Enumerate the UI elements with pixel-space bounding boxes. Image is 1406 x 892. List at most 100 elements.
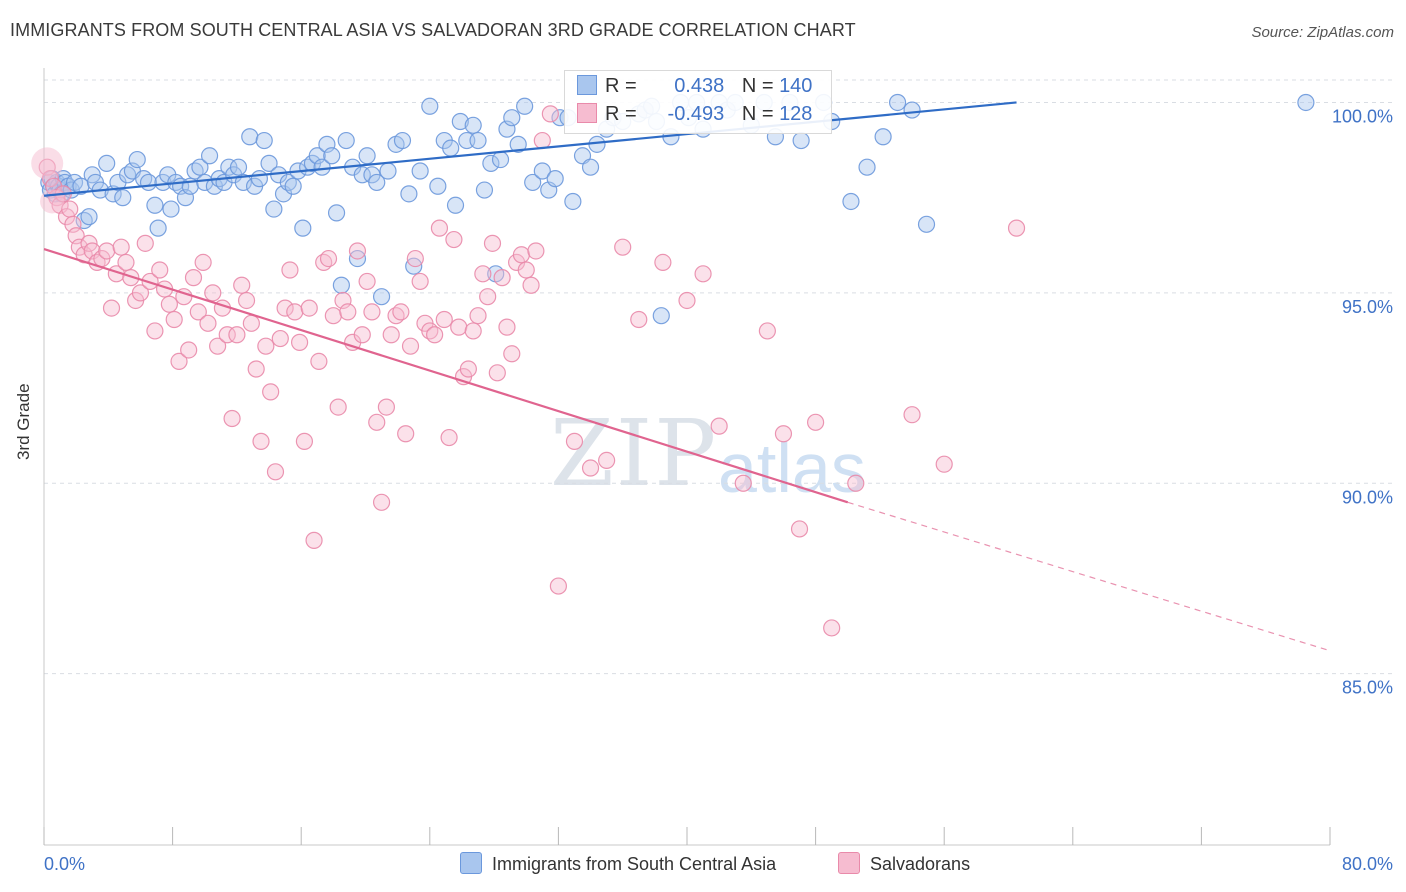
blue-point <box>294 219 312 237</box>
pink-point <box>527 242 545 260</box>
pink-point <box>758 322 776 340</box>
pink-point <box>122 269 140 287</box>
blue-point <box>250 170 269 188</box>
pink-point <box>790 520 809 538</box>
n-value-pink: 128 <box>779 103 813 125</box>
pink-point <box>363 303 381 321</box>
pink-point <box>290 333 309 351</box>
pink-point <box>247 360 265 378</box>
pink-point <box>199 314 217 332</box>
blue-point <box>503 109 521 127</box>
legend-row-blue: R = 0.438 N = 140 <box>577 75 812 101</box>
pink-point <box>305 531 323 549</box>
blue-point <box>652 307 670 325</box>
source-credit: Source: ZipAtlas.com <box>1251 24 1394 41</box>
blue-point <box>139 173 158 192</box>
blue-point <box>516 97 534 115</box>
pink-point <box>678 291 696 310</box>
pink-point <box>935 455 953 473</box>
blue-point <box>446 196 465 214</box>
r-value-blue: 0.438 <box>674 75 725 97</box>
blue-point <box>509 135 527 153</box>
blue-point <box>358 147 376 165</box>
pink-point <box>435 310 453 329</box>
blue-point <box>128 150 146 169</box>
pink-point <box>368 413 386 431</box>
pink-point <box>488 364 506 382</box>
pink-point <box>401 337 420 355</box>
blue-point <box>400 185 418 203</box>
blue-point <box>429 177 447 195</box>
blue-point <box>842 192 860 211</box>
blue-point <box>265 200 283 218</box>
pink-point <box>170 352 188 370</box>
pink-point <box>377 398 395 416</box>
pink-point <box>262 383 280 401</box>
blue-point <box>149 219 167 237</box>
pink-point <box>734 474 752 492</box>
blue-point <box>533 162 551 180</box>
pink-cluster-point <box>40 189 65 214</box>
blue-point <box>200 147 219 165</box>
blue-point <box>337 131 355 150</box>
blue-point <box>98 154 116 172</box>
blue-point <box>858 158 876 176</box>
pink-point <box>348 242 367 260</box>
pink-point <box>242 314 260 332</box>
pink-point <box>266 463 285 481</box>
blue-point <box>234 173 252 192</box>
x-tick-label-max: 80.0% <box>1342 854 1393 874</box>
pink-point <box>180 341 198 359</box>
pink-point <box>204 284 222 302</box>
pink-cluster-point <box>31 147 64 180</box>
pink-point <box>411 272 429 291</box>
pink-point <box>512 246 531 264</box>
pink-point <box>774 425 793 443</box>
pink-point <box>903 406 921 424</box>
pink-point <box>112 238 130 256</box>
pink-point <box>406 249 424 268</box>
pink-point <box>450 318 468 336</box>
pink-point <box>223 409 241 428</box>
pink-point <box>630 310 648 329</box>
y-tick-label: 100.0% <box>1332 106 1393 126</box>
pink-point <box>503 345 521 363</box>
pink-point <box>498 318 516 336</box>
n-value-blue: 140 <box>779 75 813 97</box>
pink-point <box>276 299 294 317</box>
blue-point <box>327 204 346 222</box>
chart-title: IMMIGRANTS FROM SOUTH CENTRAL ASIA VS SA… <box>10 20 856 40</box>
pink-point <box>271 329 289 348</box>
pink-point <box>445 230 463 249</box>
blue-point <box>1297 93 1315 112</box>
pink-point <box>517 261 535 279</box>
pink-point <box>806 413 825 431</box>
immigrants-swatch <box>460 852 482 874</box>
legend-row-pink: R = -0.493 N = 128 <box>577 103 812 129</box>
blue-point <box>421 97 439 115</box>
pink-point <box>300 299 318 317</box>
pink-trend-extension <box>847 501 1331 652</box>
pink-point <box>117 253 135 271</box>
pink-point <box>146 322 164 340</box>
pink-point <box>565 432 584 450</box>
y-tick-label: 95.0% <box>1342 297 1393 317</box>
y-tick-label: 90.0% <box>1342 487 1393 507</box>
blue-point <box>411 162 429 180</box>
pink-point <box>358 272 376 291</box>
blue-point <box>191 158 209 176</box>
blue-point <box>372 288 391 306</box>
pink-point <box>474 265 492 283</box>
blue-point <box>80 208 98 226</box>
blue-point <box>162 200 180 218</box>
blue-point <box>581 158 600 176</box>
pink-point <box>464 322 482 340</box>
blue-point <box>241 128 259 146</box>
legend-item-salvadorans: Salvadorans <box>838 852 970 875</box>
pink-swatch <box>577 103 597 123</box>
pink-point <box>522 276 540 294</box>
pink-point <box>654 253 672 271</box>
blue-point <box>323 147 341 165</box>
pink-point <box>257 337 275 355</box>
blue-point <box>451 112 469 131</box>
